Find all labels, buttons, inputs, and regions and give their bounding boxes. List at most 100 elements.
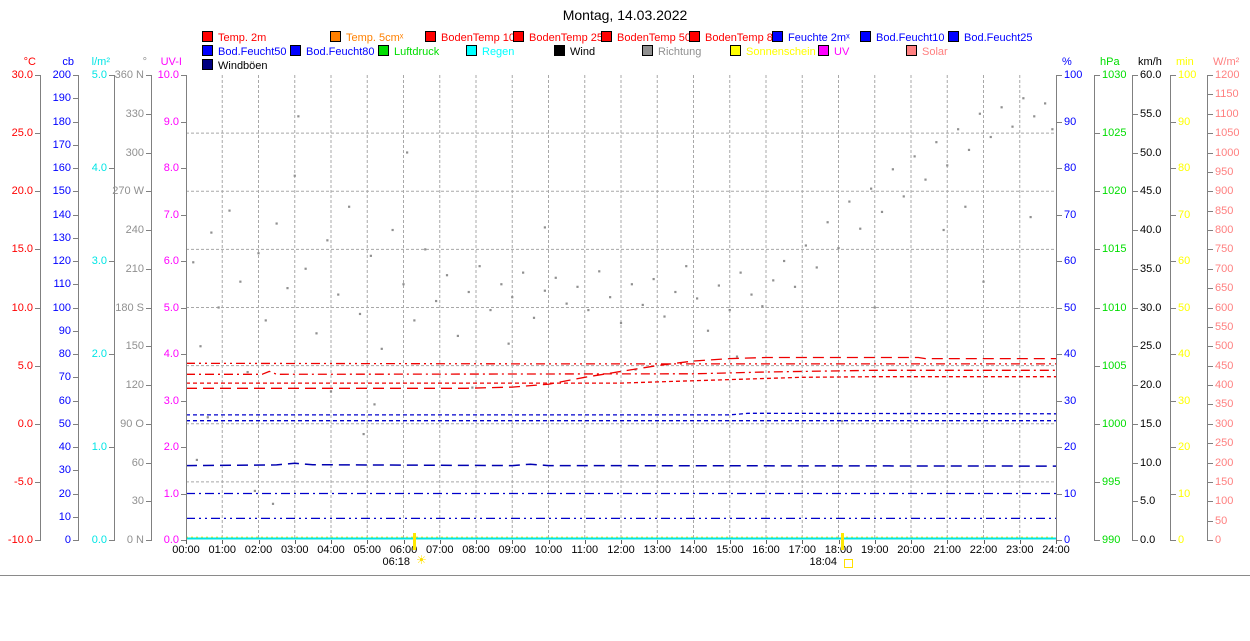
axis-tick	[1057, 540, 1062, 541]
axis-tick-label: 700	[1215, 262, 1234, 275]
axis-tick	[1208, 481, 1213, 483]
axis-tick-label: 30.0	[1140, 301, 1162, 314]
axis-unit: UV-I	[160, 56, 182, 68]
x-hour-label: 00:00	[172, 544, 200, 556]
axis-tick-label: 1015	[1102, 243, 1127, 256]
axis-unit: °	[142, 56, 147, 68]
axis-tick-label: 0	[64, 534, 71, 546]
x-hour-tick	[874, 540, 876, 544]
axis-tick-label: 25.0	[11, 127, 33, 140]
axis-tick	[1171, 307, 1176, 309]
x-hour-tick	[367, 540, 369, 544]
sunrise-sun-icon: ☀	[416, 553, 427, 567]
axis-tick-label: 20	[1178, 441, 1191, 453]
x-hour-tick	[439, 540, 441, 544]
axis-tick	[73, 354, 78, 355]
axis-tick	[1208, 152, 1213, 154]
axis-tick-label: 30	[131, 495, 144, 508]
axis-tick	[146, 346, 151, 348]
axis-tick	[109, 168, 114, 169]
axis-tick	[1208, 540, 1213, 541]
axis-unit: l/m²	[91, 56, 110, 68]
axis-tick	[35, 365, 40, 367]
axis-tick	[35, 191, 40, 193]
axis-unit: min	[1176, 56, 1194, 68]
axis-tick	[1095, 249, 1100, 251]
axis-tick-label: 1005	[1102, 359, 1127, 372]
axis-tick-label: 1.0	[163, 487, 179, 500]
axis-tick	[1057, 121, 1062, 123]
legend-item: Bod.Feucht10	[860, 31, 945, 44]
axis-tick-label: 3.0	[91, 255, 107, 267]
axis-tick	[73, 540, 78, 541]
axis-unit: km/h	[1138, 56, 1162, 68]
axis-tick	[73, 191, 78, 193]
axis-tick	[1171, 261, 1176, 262]
legend-label: Sonnenschein	[746, 46, 816, 58]
legend-item: Solar	[906, 45, 948, 58]
axis-tick-label: 70	[58, 371, 71, 384]
axis-tick-label: 40	[58, 441, 71, 453]
axis-tick	[1095, 133, 1100, 135]
axis-tick-label: 15.0	[11, 243, 33, 256]
axis-tick-label: 170	[52, 138, 71, 151]
axis-tick-label: 150	[52, 185, 71, 198]
legend-item: Temp. 5cmˣ	[330, 31, 403, 44]
axis-tick	[73, 75, 78, 76]
legend-item: Temp. 2m	[202, 31, 266, 44]
x-hour-label: 16:00	[752, 544, 780, 556]
axis-tick	[1133, 191, 1138, 193]
x-hour-label: 05:00	[353, 544, 382, 556]
axis-tick	[35, 481, 40, 483]
axis-tick	[1208, 365, 1213, 367]
sunset-time: 18:04	[809, 556, 837, 568]
legend-item: BodenTemp 10	[425, 31, 515, 44]
series-bodentemp50	[186, 369, 1056, 375]
axis-tick	[181, 354, 186, 355]
axis-tick-label: 650	[1215, 282, 1234, 295]
axis-tick-label: 450	[1215, 359, 1234, 372]
axis-line	[114, 75, 115, 541]
legend-label: UV	[834, 46, 850, 58]
axis-tick	[146, 152, 151, 154]
axis-tick	[1171, 493, 1176, 495]
axis-tick-label: 10.0	[11, 301, 33, 314]
axis-tick-label: 1050	[1215, 127, 1240, 140]
axis-tick-label: 60.0	[1140, 69, 1162, 81]
axis-unit: cb	[62, 56, 74, 68]
axis-tick-label: 0	[1215, 534, 1222, 546]
axis-tick-label: 0.0	[1140, 534, 1156, 546]
legend-label: Bod.Feucht50	[218, 46, 287, 58]
axis-tick-label: 1200	[1215, 69, 1240, 81]
sunset-tick	[841, 533, 844, 550]
axis-tick	[1208, 307, 1213, 309]
axis-unit: W/m²	[1213, 56, 1240, 68]
legend-item: Sonnenschein	[730, 45, 816, 58]
axis-tick-label: 25.0	[1140, 340, 1162, 353]
axis-tick	[146, 501, 151, 503]
axis-tick-label: 50	[1178, 301, 1191, 314]
axis-tick	[181, 447, 186, 448]
axis-tick	[1171, 75, 1176, 76]
axis-tick	[1095, 75, 1100, 76]
axis-tick-label: 330	[125, 107, 144, 120]
axis-tick-label: -10.0	[7, 534, 33, 546]
axis-tick	[35, 307, 40, 309]
axis-tick-label: 20.0	[1140, 379, 1162, 391]
axis-tick	[1133, 346, 1138, 348]
axis-tick	[1208, 443, 1213, 445]
axis-tick	[1171, 214, 1176, 216]
x-hour-label: 15:00	[715, 544, 744, 556]
x-hour-tick	[766, 540, 767, 544]
legend-swatch-icon	[202, 45, 213, 56]
axis-tick-label: -5.0	[14, 475, 33, 488]
axis-tick	[1057, 354, 1062, 355]
axis-tick-label: 995	[1102, 475, 1121, 488]
x-hour-tick	[584, 540, 586, 544]
axis-tick-label: 55.0	[1140, 107, 1162, 120]
axis-line	[186, 75, 187, 541]
axis-tick-label: 120	[52, 255, 71, 267]
legend-swatch-icon	[202, 59, 213, 70]
series-richtung	[192, 97, 1054, 505]
axis-tick	[73, 168, 78, 169]
